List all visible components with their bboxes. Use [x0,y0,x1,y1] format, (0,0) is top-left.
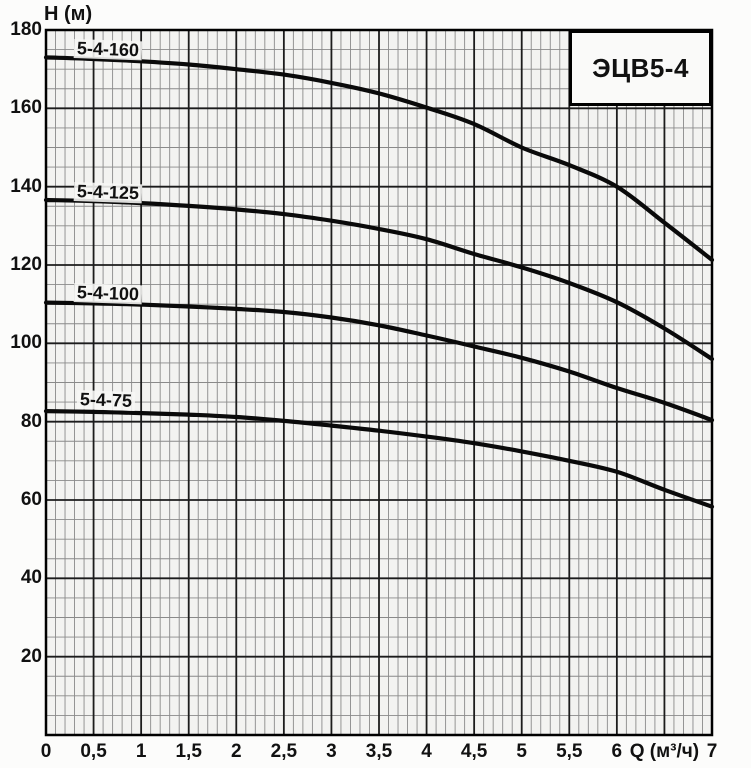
y-tick-label-80: 80 [20,410,42,432]
x-tick-label-3: 3 [326,741,337,762]
curve-5-4-75 [43,409,715,509]
plot-frame [44,28,714,737]
pump-series-title-box: ЭЦВ5-4 [569,30,712,106]
x-tick-label-6: 6 [611,741,623,762]
y-tick-label-40: 40 [20,567,42,589]
x-tick-label-0_5: 0,5 [80,741,107,762]
grid-major-lines [46,30,712,735]
x-axis-title: Q (м³/ч) [629,741,700,762]
curves [43,55,715,509]
y-tick-label-160: 160 [10,97,42,119]
y-tick-label-20: 20 [20,645,42,667]
curve-5-4-125 [43,197,715,362]
y-tick-label-60: 60 [20,489,42,510]
x-tick-label-0: 0 [40,741,52,762]
y-tick-label-140: 140 [10,175,42,197]
x-tick-label-4_5: 4,5 [460,741,488,762]
x-tick-label-5_5: 5,5 [556,741,583,762]
x-tick-label-2_5: 2,5 [270,741,298,762]
y-tick-label-120: 120 [10,254,42,275]
curve-label-5-4-100: 5-4-100 [73,282,142,305]
y-tick-label-180: 180 [10,19,42,40]
x-tick-label-4: 4 [421,741,432,762]
x-tick-label-2: 2 [230,741,242,762]
x-tick-label-1: 1 [135,741,147,762]
x-tick-label-5: 5 [516,741,527,762]
x-tick-label-7: 7 [706,741,718,762]
curve-5-4-100 [43,300,715,423]
curve-label-5-4-125: 5-4-125 [73,181,142,204]
curve-label-5-4-160: 5-4-160 [73,38,142,61]
pump-series-title: ЭЦВ5-4 [592,52,689,83]
curve-label-5-4-75: 5-4-75 [77,389,136,411]
curve-5-4-160 [43,55,715,262]
x-tick-label-3_5: 3,5 [365,741,393,762]
x-tick-label-1_5: 1,5 [175,741,202,762]
y-axis-title: H (м) [44,3,93,25]
y-tick-label-100: 100 [10,332,42,354]
